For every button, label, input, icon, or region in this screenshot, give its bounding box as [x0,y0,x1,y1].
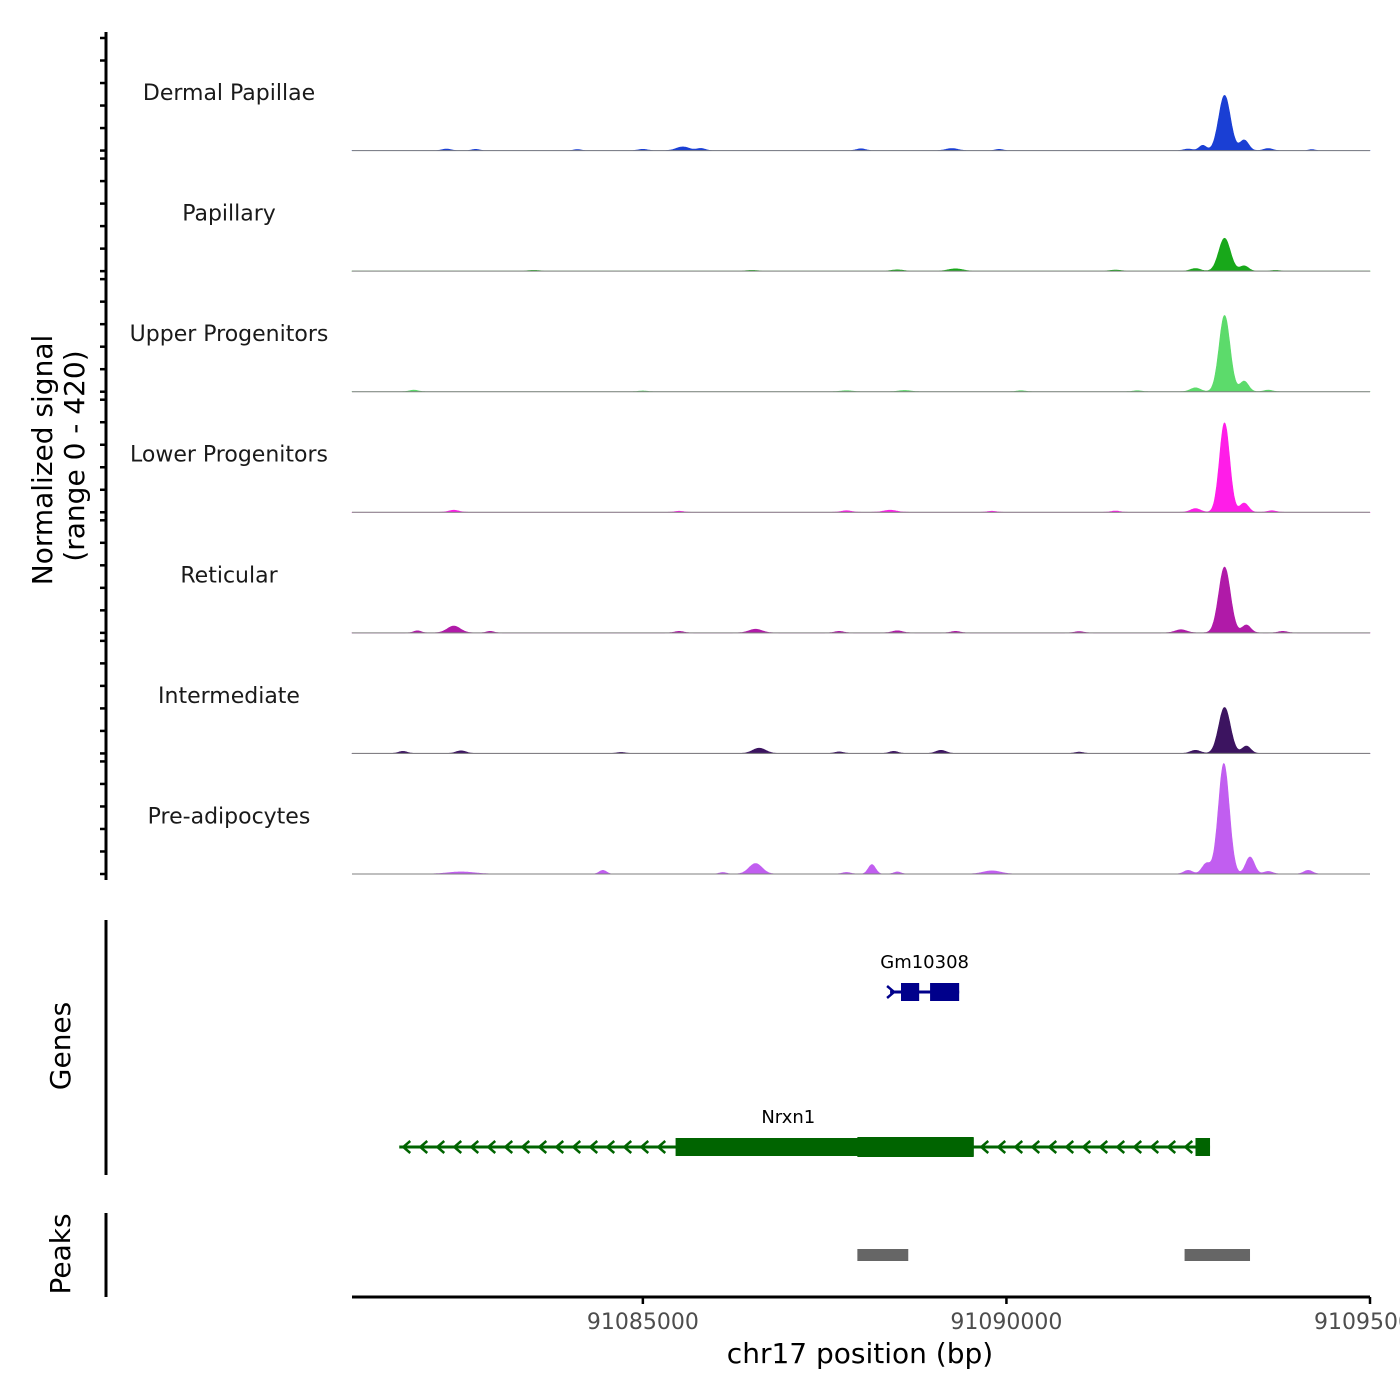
x-tick-label: 91085000 [587,1310,699,1335]
strand-arrow [452,1140,463,1154]
strand-arrow [605,1140,616,1154]
peak-region [1184,1249,1251,1261]
strand-arrow [1013,1140,1024,1154]
signal-track: Dermal Papillae [143,81,1371,152]
signal-track: Lower Progenitors [130,422,1371,513]
peaks-panel-title: Peaks [44,1213,77,1294]
strand-arrow [622,1140,633,1154]
track-label: Lower Progenitors [130,443,328,468]
strand-arrow [486,1140,497,1154]
strand-arrow [886,985,897,999]
strand-arrow [469,1140,480,1154]
signal-track: Papillary [182,202,1371,272]
x-axis-title: chr17 position (bp) [727,1337,993,1370]
strand-arrow [1166,1140,1177,1154]
signal-track: Pre-adipocytes [148,762,1370,875]
gene-exon [1195,1138,1211,1156]
genes-panel-title: Genes [44,1002,77,1090]
coverage-area [351,94,1371,151]
coverage-area [352,762,1370,875]
gene-label: Gm10308 [880,952,969,973]
gene-exon [930,983,960,1001]
strand-arrow [1132,1140,1143,1154]
track-label: Intermediate [158,684,300,709]
strand-arrow [1149,1140,1160,1154]
x-tick-label: 91095000 [1314,1310,1400,1335]
track-label: Papillary [182,202,276,227]
track-label: Dermal Papillae [143,81,315,106]
strand-arrow [1030,1140,1041,1154]
gene-exon [857,1137,974,1157]
strand-arrow [588,1140,599,1154]
signal-track: Intermediate [158,684,1371,754]
strand-arrow [1098,1140,1109,1154]
y-axis-title-line1: Normalized signal [26,335,59,586]
gene-nrxn1: Nrxn1 [399,1107,1211,1157]
coverage-area [351,422,1371,513]
strand-arrow [554,1140,565,1154]
coverage-area [351,315,1371,393]
coverage-area [351,566,1371,634]
strand-arrow [537,1140,548,1154]
strand-arrow [979,1140,990,1154]
strand-arrow [1064,1140,1075,1154]
coverage-area [351,237,1371,272]
gene-exon [900,983,920,1001]
track-label: Upper Progenitors [130,322,329,347]
strand-arrow [1047,1140,1058,1154]
strand-arrow [520,1140,531,1154]
x-tick-label: 91090000 [950,1310,1062,1335]
strand-arrow [1183,1140,1194,1154]
gene-label: Nrxn1 [761,1107,815,1128]
strand-arrow [639,1140,650,1154]
track-label: Reticular [180,563,278,588]
coverage-area [351,707,1371,754]
strand-arrow [418,1140,429,1154]
signal-track: Reticular [180,563,1371,634]
strand-arrow [571,1140,582,1154]
strand-arrow [401,1140,412,1154]
gene-gm10308: Gm10308 [880,952,969,1001]
strand-arrow [503,1140,514,1154]
peak-region [857,1249,909,1261]
y-axis-title-line2: (range 0 - 420) [58,350,91,561]
strand-arrow [1081,1140,1092,1154]
signal-track: Upper Progenitors [130,315,1371,393]
strand-arrow [996,1140,1007,1154]
strand-arrow [656,1140,667,1154]
strand-arrow [435,1140,446,1154]
track-label: Pre-adipocytes [148,804,311,829]
strand-arrow [1115,1140,1126,1154]
